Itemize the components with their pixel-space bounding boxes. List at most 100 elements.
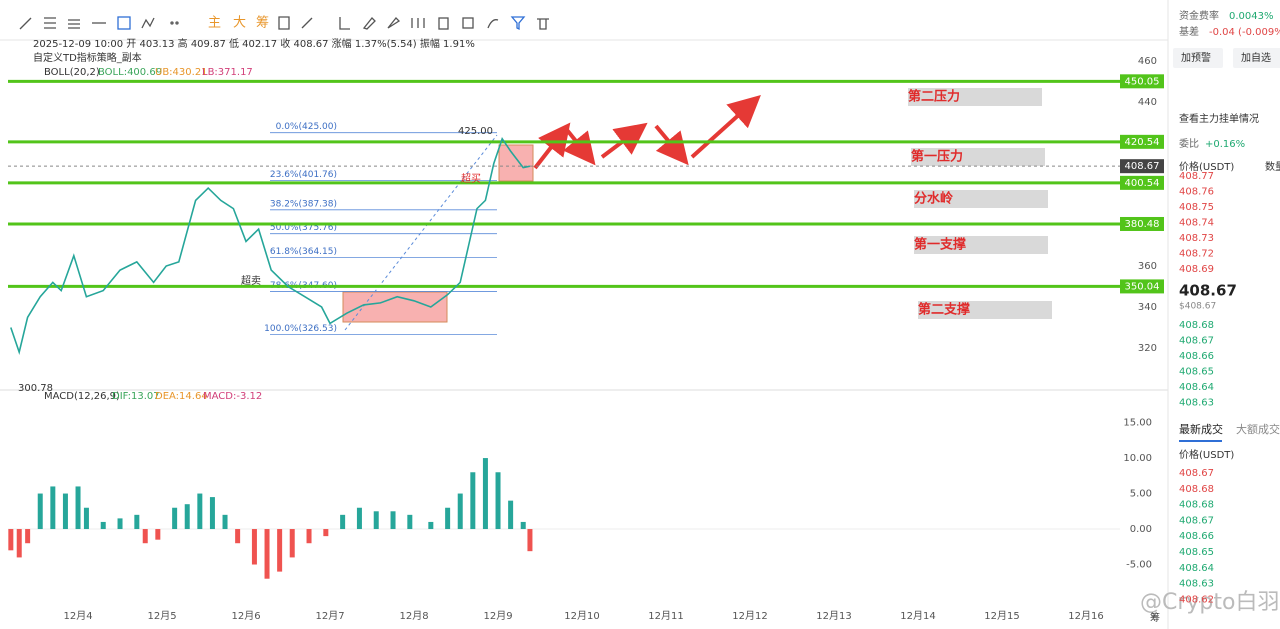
mode-chip[interactable]: 筹: [256, 15, 269, 31]
mode-big[interactable]: 大: [233, 16, 246, 31]
bid-price: 408.63: [1179, 398, 1214, 409]
x-tick-label: 12月14: [900, 610, 935, 622]
fib-trend: [344, 134, 498, 331]
last-price: 408.67: [1179, 282, 1237, 300]
ask-price: 408.77: [1179, 171, 1214, 182]
bid-price: 408.67: [1179, 336, 1214, 347]
macd-bar: [62, 493, 68, 530]
fib-label: 50.0%(375.76): [270, 223, 337, 233]
macd-bar: [235, 529, 241, 544]
ask-price: 408.72: [1179, 249, 1214, 260]
ask-price: 408.74: [1179, 218, 1214, 229]
panel-button[interactable]: [1233, 48, 1280, 68]
y-tick-label: 460: [1138, 56, 1157, 67]
level-tag: [1120, 279, 1164, 294]
ask-price: 408.73: [1179, 233, 1214, 244]
macd-bar: [83, 507, 89, 530]
toolbar: [0, 0, 1168, 40]
bid-price: 408.68: [1179, 320, 1214, 331]
y-tick-label: 440: [1138, 97, 1157, 108]
trade-price: 408.68: [1179, 500, 1214, 511]
funding-label: 资金费率: [1179, 9, 1219, 22]
level-value: 420.54: [1125, 137, 1160, 148]
x-tick-label: 12月7: [315, 610, 344, 622]
x-tick-label: 12月8: [399, 610, 428, 622]
boll-ub: UB:430.21: [155, 67, 208, 78]
fib-label: 38.2%(387.38): [270, 199, 337, 209]
order-link[interactable]: 查看主力挂单情况: [1179, 112, 1259, 125]
fib-label: 61.8%(364.15): [270, 247, 337, 257]
macd-bar: [117, 518, 123, 530]
level-note-box: [914, 190, 1048, 208]
ask-price: 408.69: [1179, 264, 1214, 275]
x-tick-label: 12月10: [564, 610, 599, 622]
x-tick-label: 12月4: [63, 610, 92, 622]
macd-bar: [134, 514, 140, 530]
x-tick-label: 12月11: [648, 610, 683, 622]
annotation: 300.78: [18, 383, 53, 394]
annotation: 425.00: [458, 126, 493, 137]
level-note: 第一压力: [911, 149, 963, 165]
level-note-box: [918, 301, 1052, 319]
current-price: 408.67: [1125, 161, 1160, 172]
level-tag: [1120, 74, 1164, 89]
macd-bar: [306, 529, 312, 544]
last-usd: $408.67: [1179, 302, 1216, 312]
macd-bar: [356, 507, 362, 530]
level-note: 分水岭: [914, 191, 953, 207]
strategy-name: 自定义TD指标策略_副本: [33, 51, 142, 64]
boll-lb: LB:371.17: [202, 67, 253, 78]
macd-bar: [251, 529, 257, 565]
level-value: 380.48: [1125, 219, 1160, 230]
macd-bar: [264, 529, 270, 579]
level-tag: [1120, 175, 1164, 190]
macd-bar: [155, 529, 161, 540]
level-tag: [1120, 134, 1164, 149]
macd-dea: DEA:14.64: [155, 391, 208, 402]
macd-bar: [8, 529, 14, 551]
y-tick-label: 360: [1138, 261, 1157, 272]
tool-icons[interactable]: [19, 16, 549, 31]
macd-bar: [470, 472, 476, 530]
current-price-tag: [1120, 159, 1164, 174]
mode-main[interactable]: 主: [208, 16, 221, 31]
annotation: 超卖: [241, 274, 261, 287]
macd-bar: [323, 529, 329, 537]
macd-bar: [50, 486, 56, 530]
trade-price: 408.67: [1179, 515, 1214, 526]
macd-bar: [197, 493, 203, 530]
corner-label: 筹: [1150, 611, 1160, 624]
macd-title: MACD(12,26,9): [44, 391, 120, 402]
level-note-box: [914, 236, 1048, 254]
panel-button[interactable]: [1173, 48, 1223, 68]
trade-price: 408.63: [1179, 579, 1214, 590]
bid-price: 408.64: [1179, 382, 1214, 393]
fib-label: 100.0%(326.53): [264, 324, 337, 334]
ratio-label: 委比: [1179, 137, 1199, 150]
basis: -0.04 (-0.009%): [1209, 27, 1280, 38]
level-note: 第二支撑: [918, 302, 970, 318]
macd-dif: DIF:13.07: [112, 391, 160, 402]
level-note: 第一支撑: [914, 237, 966, 253]
macd-bar: [100, 521, 106, 530]
macd-bar: [75, 486, 81, 530]
y-tick-label: 340: [1138, 302, 1157, 313]
y-tick-label: 320: [1138, 343, 1157, 354]
macd-bar: [482, 458, 488, 530]
x-tick-label: 12月15: [984, 610, 1019, 622]
macd-bar: [520, 521, 526, 530]
panel-button-label[interactable]: 加预警: [1181, 51, 1211, 64]
bid-price: 408.66: [1179, 351, 1214, 362]
macd-bar: [209, 497, 215, 530]
trade-tab[interactable]: 最新成交: [1179, 422, 1223, 436]
trade-price: 408.65: [1179, 547, 1214, 558]
macd-value: MACD:-3.12: [203, 391, 262, 402]
trade-price: 408.66: [1179, 531, 1214, 542]
panel-button-label[interactable]: 加自选: [1241, 51, 1271, 64]
price-line: [10, 137, 531, 355]
macd-bar: [527, 529, 533, 552]
fib-label: 0.0%(425.00): [276, 122, 337, 132]
trade-tab[interactable]: 大额成交: [1236, 422, 1280, 436]
boll-title: BOLL(20,2): [44, 67, 100, 78]
